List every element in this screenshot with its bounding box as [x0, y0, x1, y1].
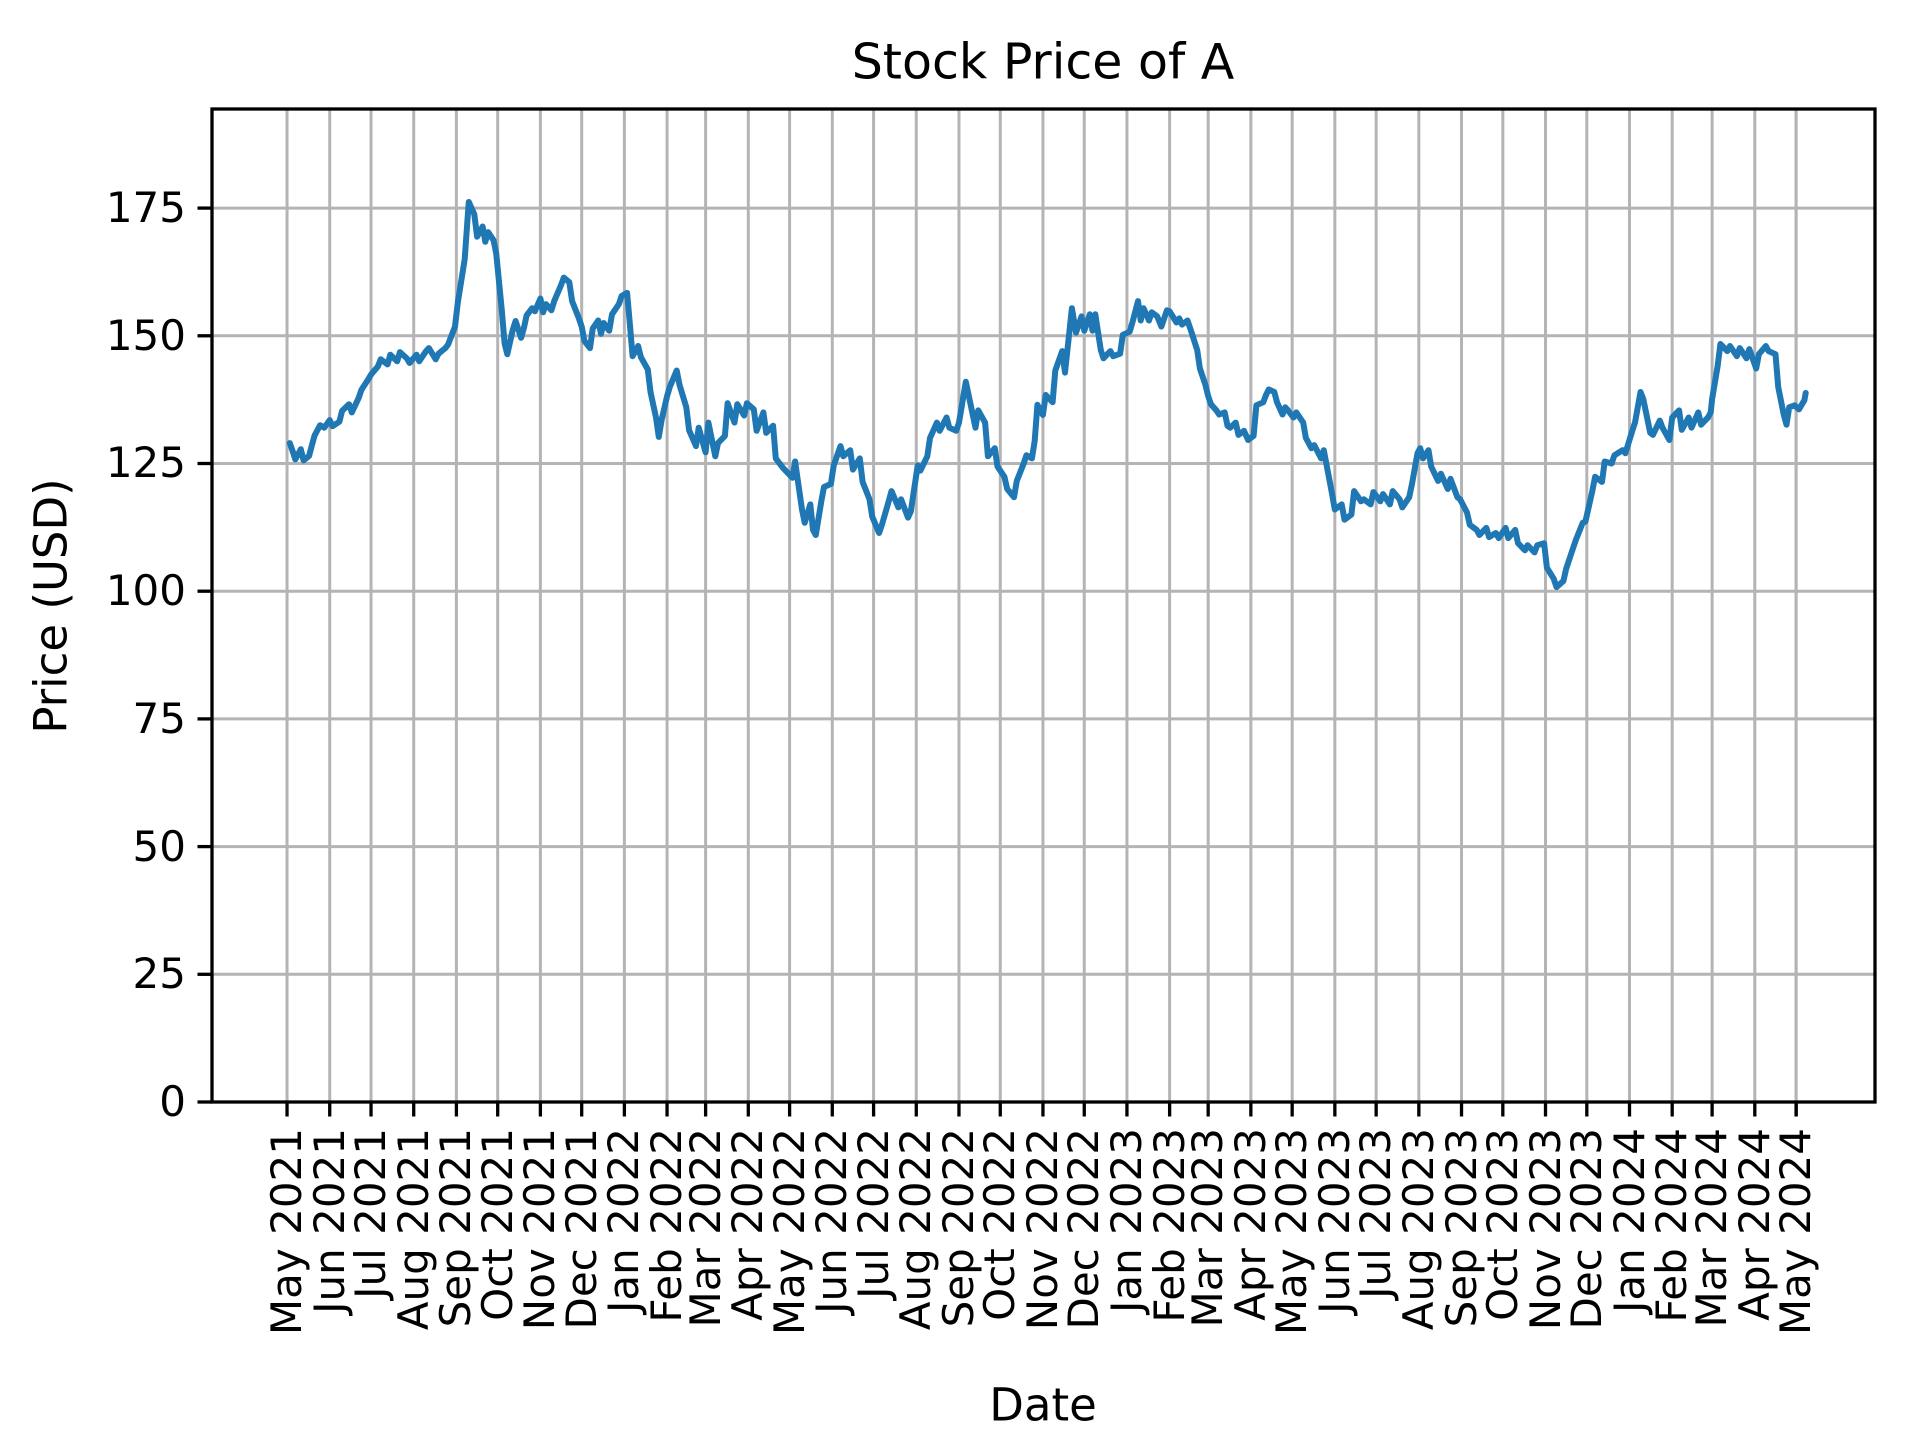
x-tick-label: Apr 2023: [1225, 1128, 1275, 1321]
x-tick-label: May 2024: [1771, 1128, 1821, 1336]
price-line-series-a: [286, 199, 1809, 591]
y-tick-label: 175: [105, 183, 186, 233]
x-tick-label: Jul 2023: [1351, 1128, 1401, 1299]
y-tick-label: 125: [105, 438, 186, 488]
x-tick-label: Oct 2023: [1477, 1128, 1527, 1321]
chart-title: Stock Price of A: [851, 33, 1235, 91]
y-tick-label: 0: [159, 1077, 186, 1126]
x-tick-label: May 2022: [764, 1128, 814, 1336]
x-tick-label: Apr 2022: [723, 1128, 773, 1321]
x-tick-label: Aug 2023: [1393, 1128, 1443, 1331]
x-tick-label: Mar 2023: [1183, 1128, 1233, 1328]
x-tick-label: Jun 2021: [304, 1128, 354, 1314]
y-tick-label: 50: [132, 821, 186, 871]
x-tick-label: Sep 2021: [431, 1128, 481, 1328]
x-tick-label: Nov 2023: [1520, 1128, 1570, 1331]
y-tick-label: 150: [105, 310, 186, 360]
y-tick-label: 100: [105, 566, 186, 616]
x-tick-label: Apr 2024: [1729, 1128, 1779, 1321]
x-tick-label: Aug 2021: [388, 1128, 438, 1331]
x-tick-label: Jan 2022: [599, 1128, 649, 1313]
x-tick-label: Jul 2022: [848, 1128, 898, 1299]
x-axis-label: Date: [989, 1378, 1097, 1432]
x-tick-label: Oct 2021: [472, 1128, 522, 1321]
x-tick-label: Jul 2021: [346, 1128, 396, 1299]
x-tick-label: Nov 2022: [1017, 1128, 1067, 1331]
x-tick-label: Mar 2022: [680, 1128, 730, 1328]
x-tick-label: Mar 2024: [1687, 1128, 1737, 1328]
x-tick-label: Jan 2023: [1101, 1128, 1151, 1313]
x-tick-label: Oct 2022: [975, 1128, 1025, 1321]
x-tick-label: Dec 2022: [1059, 1128, 1109, 1330]
x-tick-label: Aug 2022: [891, 1128, 941, 1331]
y-tick-label: 75: [132, 693, 186, 743]
x-tick-label: Jun 2022: [807, 1128, 857, 1314]
x-tick-label: Jan 2024: [1604, 1128, 1654, 1313]
x-tick-label: May 2021: [262, 1128, 312, 1336]
x-tick-label: Sep 2022: [933, 1128, 983, 1328]
x-tick-label: May 2023: [1267, 1128, 1317, 1336]
x-tick-label: Dec 2021: [556, 1128, 606, 1330]
x-tick-label: Dec 2023: [1561, 1128, 1611, 1330]
x-tick-label: Nov 2021: [515, 1128, 565, 1331]
x-tick-label: Sep 2023: [1436, 1128, 1486, 1328]
y-tick-label: 25: [132, 949, 186, 999]
x-tick-label: Jun 2023: [1309, 1128, 1359, 1314]
